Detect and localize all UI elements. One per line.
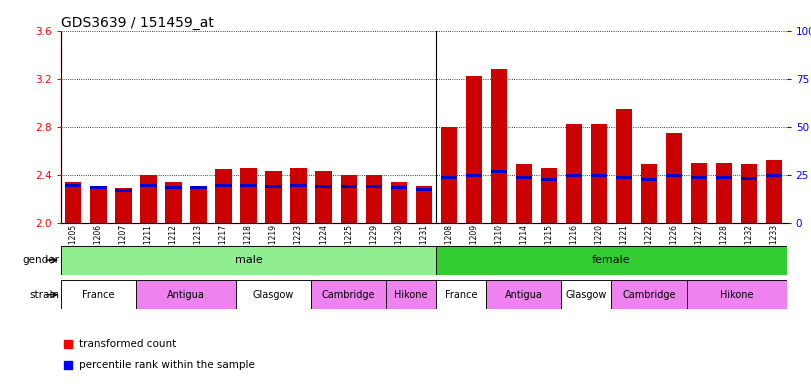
Bar [415, 185, 432, 223]
Text: Cambridge: Cambridge [622, 290, 676, 300]
Text: strain: strain [29, 290, 59, 300]
Bar [741, 177, 757, 180]
Bar [265, 171, 281, 223]
Bar [366, 185, 382, 188]
Text: Antigua: Antigua [505, 290, 543, 300]
Bar [216, 184, 232, 187]
Bar [236, 280, 311, 309]
Text: gender: gender [23, 255, 59, 265]
Bar [366, 175, 382, 223]
Bar [491, 170, 507, 173]
Bar [591, 124, 607, 223]
Bar [65, 184, 81, 187]
Text: percentile rank within the sample: percentile rank within the sample [79, 360, 255, 370]
Bar [566, 174, 582, 177]
Bar [716, 175, 732, 179]
Text: Hikone: Hikone [720, 290, 753, 300]
Text: Glasgow: Glasgow [253, 290, 294, 300]
Bar [391, 186, 407, 189]
Bar [541, 167, 557, 223]
Text: France: France [445, 290, 478, 300]
Bar [491, 69, 507, 223]
Bar [440, 127, 457, 223]
Bar [466, 76, 482, 223]
Bar [516, 175, 532, 179]
Bar [315, 171, 332, 223]
Bar [691, 163, 707, 223]
Bar [341, 185, 357, 188]
Bar [65, 182, 81, 223]
Bar [216, 169, 232, 223]
Bar [616, 175, 632, 179]
Bar [315, 185, 332, 188]
Bar [240, 184, 256, 187]
Bar [466, 174, 482, 177]
Bar [641, 164, 657, 223]
Text: Hikone: Hikone [394, 290, 428, 300]
Bar [165, 186, 182, 189]
Text: Glasgow: Glasgow [566, 290, 607, 300]
Bar [115, 189, 131, 192]
Bar [140, 175, 157, 223]
Bar [115, 188, 131, 223]
Bar [61, 246, 436, 275]
Bar [90, 186, 106, 189]
Bar [240, 167, 256, 223]
Bar [641, 178, 657, 181]
Bar [666, 174, 682, 177]
Bar [436, 280, 487, 309]
Bar [265, 185, 281, 188]
Bar [191, 186, 207, 189]
Bar [311, 280, 386, 309]
Text: transformed count: transformed count [79, 339, 176, 349]
Bar [766, 161, 783, 223]
Bar [766, 174, 783, 177]
Bar [616, 109, 632, 223]
Bar [341, 175, 357, 223]
Bar [566, 124, 582, 223]
Text: Cambridge: Cambridge [322, 290, 375, 300]
Bar [691, 175, 707, 179]
Text: France: France [82, 290, 114, 300]
Text: male: male [234, 255, 263, 265]
Bar [191, 185, 207, 223]
Bar [561, 280, 611, 309]
Text: female: female [592, 255, 631, 265]
Bar [140, 184, 157, 187]
Bar [386, 280, 436, 309]
Bar [136, 280, 236, 309]
Bar [391, 182, 407, 223]
Bar [611, 280, 687, 309]
Bar [440, 175, 457, 179]
Text: GDS3639 / 151459_at: GDS3639 / 151459_at [61, 16, 214, 30]
Bar [487, 280, 561, 309]
Bar [436, 246, 787, 275]
Text: Antigua: Antigua [167, 290, 205, 300]
Bar [290, 167, 307, 223]
Bar [61, 280, 136, 309]
Bar [415, 188, 432, 190]
Bar [716, 163, 732, 223]
Bar [591, 174, 607, 177]
Bar [516, 164, 532, 223]
Bar [687, 280, 787, 309]
Bar [666, 133, 682, 223]
Bar [290, 184, 307, 187]
Bar [541, 178, 557, 181]
Bar [90, 185, 106, 223]
Bar [741, 164, 757, 223]
Bar [165, 182, 182, 223]
